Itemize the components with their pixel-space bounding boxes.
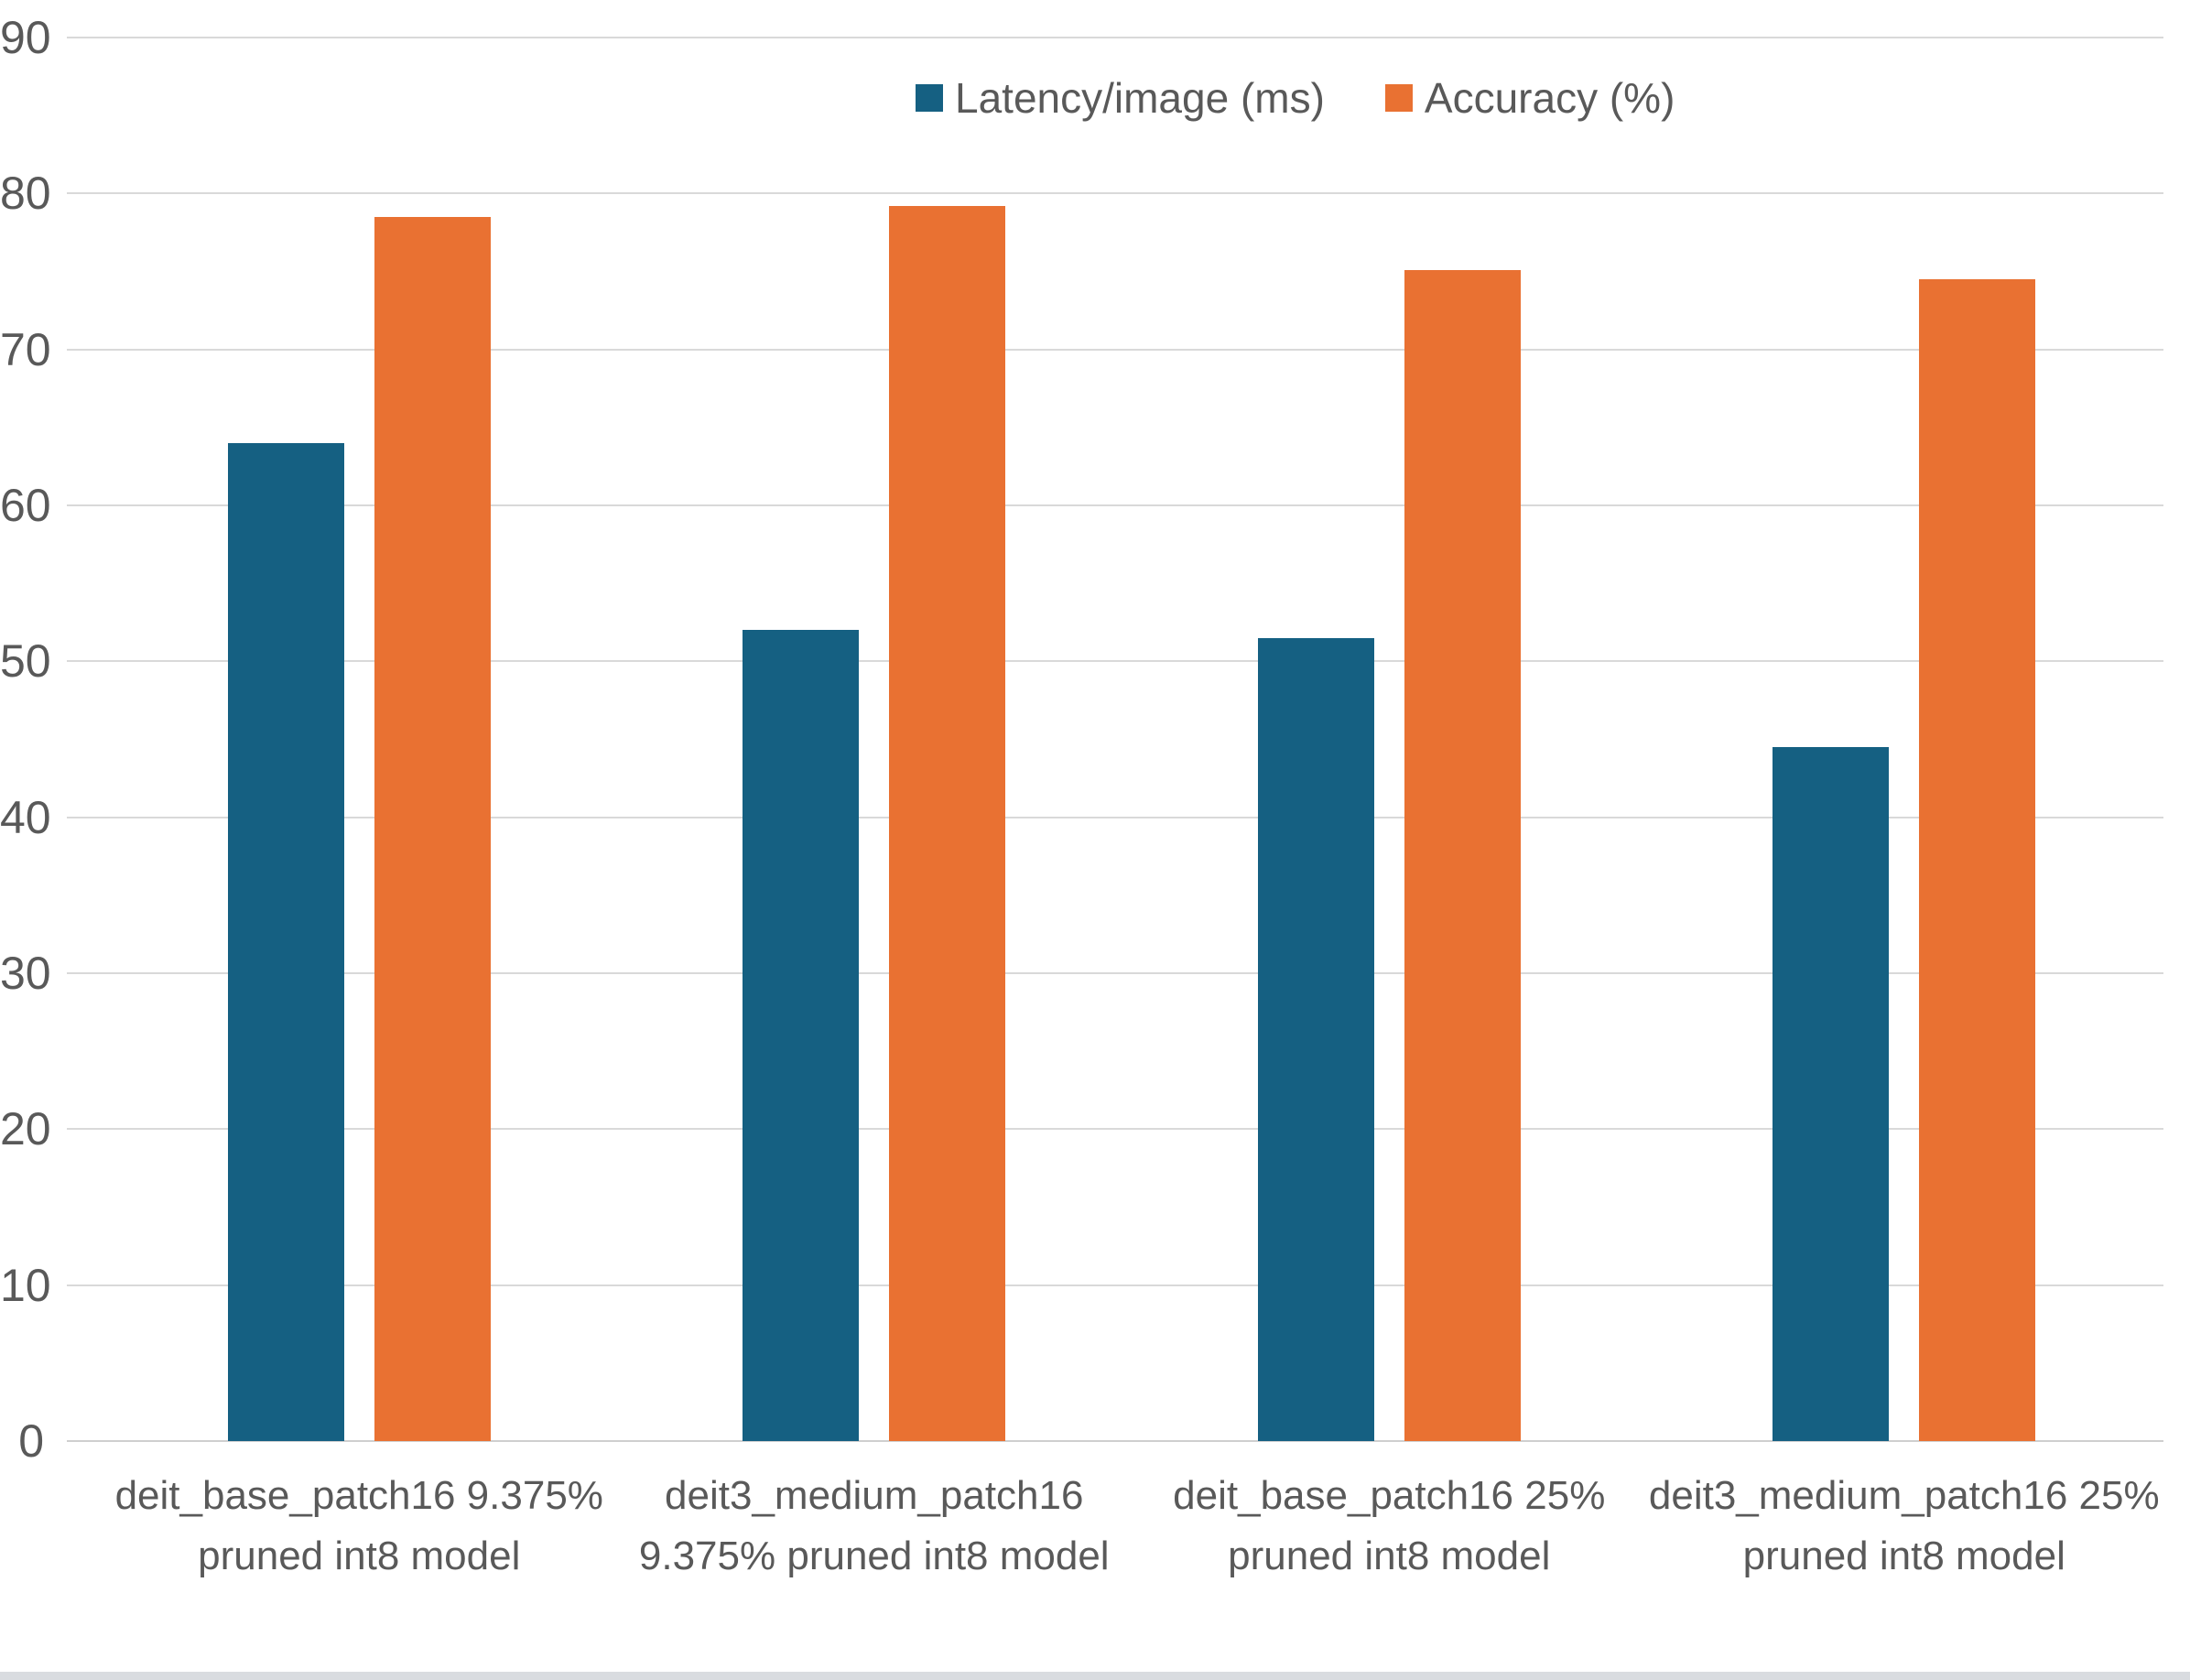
bar-latency bbox=[743, 630, 860, 1441]
gridline bbox=[67, 816, 2163, 818]
bar-accuracy bbox=[1919, 279, 2036, 1441]
gridline bbox=[67, 1128, 2163, 1131]
x-axis-category-labels: deit_base_patch16 9.375% pruned int8 mod… bbox=[102, 1466, 2162, 1587]
bar-accuracy bbox=[1404, 269, 1521, 1441]
category-label-cell: deit3_medium_patch16 25% pruned int8 mod… bbox=[1647, 1466, 2163, 1587]
legend-label-accuracy: Accuracy (%) bbox=[1424, 74, 1675, 122]
category-label: deit_base_patch16 25% pruned int8 model bbox=[1173, 1473, 1606, 1578]
gridline bbox=[67, 1284, 2163, 1286]
category-label-cell: deit_base_patch16 25% pruned int8 model bbox=[1132, 1466, 1647, 1587]
y-tick-label: 80 bbox=[0, 168, 51, 220]
y-tick-label: 90 bbox=[0, 12, 51, 63]
x-axis-line bbox=[67, 1440, 2163, 1442]
bar-accuracy bbox=[374, 216, 491, 1441]
y-tick-label: 60 bbox=[0, 480, 51, 531]
gridline bbox=[67, 348, 2163, 351]
bar-group bbox=[1132, 38, 1647, 1441]
legend: Latency/image (ms) Accuracy (%) bbox=[916, 73, 1675, 123]
legend-item-accuracy: Accuracy (%) bbox=[1384, 73, 1675, 123]
bar-latency bbox=[1257, 637, 1374, 1441]
bar-latency bbox=[1773, 747, 1890, 1441]
y-tick-label: 20 bbox=[0, 1103, 51, 1155]
category-label-cell: deit3_medium_patch16 9.375% pruned int8 … bbox=[617, 1466, 1133, 1587]
legend-label-latency: Latency/image (ms) bbox=[955, 74, 1325, 122]
y-tick-label: 70 bbox=[0, 323, 51, 375]
y-tick-label: 30 bbox=[0, 948, 51, 999]
category-label: deit3_medium_patch16 9.375% pruned int8 … bbox=[638, 1473, 1110, 1578]
legend-swatch-accuracy-icon bbox=[1384, 84, 1413, 112]
bar-group bbox=[1647, 38, 2163, 1441]
legend-item-latency: Latency/image (ms) bbox=[916, 73, 1325, 123]
y-tick-label: 40 bbox=[0, 791, 51, 843]
category-label: deit_base_patch16 9.375% pruned int8 mod… bbox=[114, 1473, 603, 1578]
legend-swatch-latency-icon bbox=[916, 84, 943, 112]
window-bottom-edge bbox=[0, 1672, 2190, 1680]
gridline bbox=[67, 972, 2163, 974]
y-tick-label: 50 bbox=[0, 635, 51, 688]
bar-accuracy bbox=[889, 205, 1006, 1441]
gridline bbox=[67, 660, 2163, 663]
bar-group bbox=[617, 38, 1133, 1441]
bar-group bbox=[102, 38, 617, 1441]
bar-latency bbox=[227, 442, 344, 1441]
category-label-cell: deit_base_patch16 9.375% pruned int8 mod… bbox=[102, 1466, 617, 1587]
plot-area bbox=[102, 38, 2162, 1441]
y-tick-label: 10 bbox=[0, 1259, 51, 1311]
gridline bbox=[67, 37, 2163, 38]
y-tick-label: 0 bbox=[18, 1415, 44, 1467]
gridline bbox=[67, 192, 2163, 195]
category-label: deit3_medium_patch16 25% pruned int8 mod… bbox=[1648, 1473, 2160, 1578]
gridline bbox=[67, 504, 2163, 506]
